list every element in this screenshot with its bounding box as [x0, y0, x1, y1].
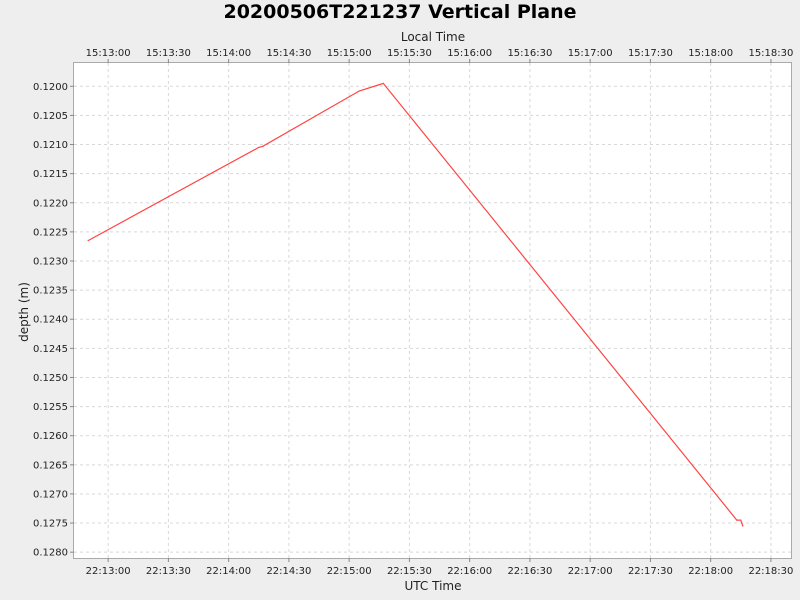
x-top-tick-label: 15:17:30: [628, 48, 673, 59]
y-tick-label: 0.1235: [33, 286, 68, 297]
x-top-tick-label: 15:14:00: [206, 48, 251, 59]
data-point: [87, 240, 89, 242]
data-point: [382, 82, 384, 84]
x-top-tick-label: 15:16:00: [447, 48, 492, 59]
y-tick-label: 0.1245: [33, 344, 68, 355]
y-tick-label: 0.1265: [33, 460, 68, 471]
y-tick-label: 0.1260: [33, 431, 68, 442]
y-tick-label: 0.1215: [33, 169, 68, 180]
x-tick-label: 22:14:00: [206, 566, 251, 577]
x-tick-label: 22:17:00: [568, 566, 613, 577]
data-point: [742, 525, 744, 527]
x-tick-label: 22:14:30: [266, 566, 311, 577]
x-top-tick-label: 15:16:30: [507, 48, 552, 59]
x-tick-label: 22:17:30: [628, 566, 673, 577]
x-tick-label: 22:16:30: [507, 566, 552, 577]
x-tick-label: 22:18:30: [748, 566, 793, 577]
y-tick-label: 0.1250: [33, 373, 68, 384]
x-tick-label: 22:15:00: [327, 566, 372, 577]
x-top-tick-label: 15:14:30: [266, 48, 311, 59]
y-tick-label: 0.1210: [33, 140, 68, 151]
x-tick-label: 22:18:00: [688, 566, 733, 577]
x-tick-label: 22:15:30: [387, 566, 432, 577]
depth-series-line: [87, 82, 744, 527]
data-point: [740, 519, 742, 521]
y-tick-label: 0.1240: [33, 315, 68, 326]
y-axis-title: depth (m): [17, 282, 31, 342]
y-tick-label: 0.1275: [33, 519, 68, 530]
x-top-tick-label: 15:17:00: [568, 48, 613, 59]
x-top-tick-label: 15:13:30: [146, 48, 191, 59]
x-axis-title: UTC Time: [405, 579, 462, 593]
y-tick-label: 0.1205: [33, 111, 68, 122]
plot-area: [73, 62, 792, 559]
y-tick-label: 0.1255: [33, 402, 68, 413]
y-tick-label: 0.1225: [33, 227, 68, 238]
data-point: [358, 90, 360, 92]
x-top-tick-label: 15:13:00: [86, 48, 131, 59]
y-tick-label: 0.1270: [33, 489, 68, 500]
data-point: [736, 519, 738, 521]
x-top-tick-label: 15:15:30: [387, 48, 432, 59]
x-top-tick-label: 15:15:00: [327, 48, 372, 59]
x-tick-label: 22:13:00: [86, 566, 131, 577]
x-top-tick-label: 15:18:30: [748, 48, 793, 59]
y-tick-label: 0.1200: [33, 82, 68, 93]
data-point: [258, 146, 260, 148]
top-axis-title: Local Time: [401, 30, 465, 44]
y-tick-label: 0.1220: [33, 198, 68, 209]
x-top-tick-label: 15:18:00: [688, 48, 733, 59]
y-tick-label: 0.1280: [33, 548, 68, 559]
x-tick-label: 22:16:00: [447, 566, 492, 577]
x-tick-label: 22:13:30: [146, 566, 191, 577]
chart-title: 20200506T221237 Vertical Plane: [223, 1, 577, 23]
y-tick-label: 0.1230: [33, 257, 68, 268]
data-point: [262, 145, 264, 147]
